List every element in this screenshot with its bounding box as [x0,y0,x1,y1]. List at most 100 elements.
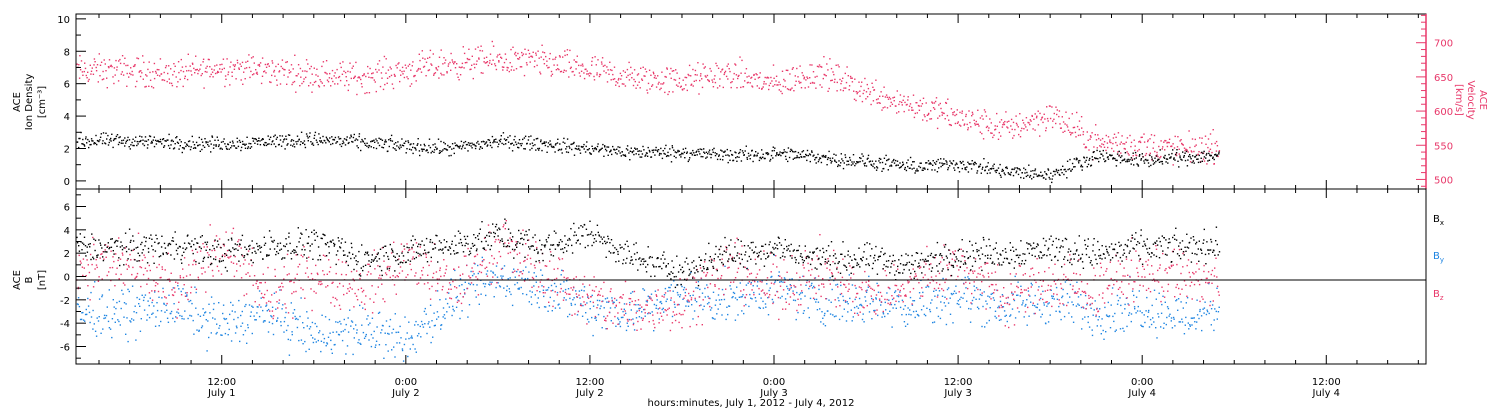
density-point [204,138,206,140]
by-point [1027,290,1030,292]
density-point [372,140,374,142]
bz-point [136,272,139,275]
density-point [1147,162,1150,164]
velocity-point [918,109,921,111]
velocity-point [450,69,452,71]
density-point [217,139,219,141]
density-point [1007,172,1009,174]
density-point [243,143,245,145]
by-point [1216,287,1218,289]
bz-point [297,266,299,268]
density-point [1110,155,1112,157]
velocity-point [463,52,466,55]
velocity-point [994,128,997,130]
velocity-point [112,76,114,78]
bz-point [182,276,185,279]
by-point [877,314,879,317]
density-point [423,148,425,151]
by-point [1036,306,1038,309]
density-point [837,165,839,168]
by-point [599,307,601,310]
by-point [1069,283,1072,286]
velocity-point [310,65,312,68]
velocity-point [334,72,336,74]
density-point [309,132,311,134]
velocity-point [466,61,468,64]
by-point [172,317,174,320]
density-point [391,140,394,142]
by-point [632,322,635,325]
density-point [249,147,251,149]
by-point [287,324,289,327]
bz-point [336,286,339,288]
by-point [647,295,649,297]
density-point [1140,159,1142,161]
velocity-point [453,63,455,65]
density-point [368,145,371,147]
by-point [933,321,936,323]
density-point [735,157,737,159]
by-point [1071,301,1073,303]
by-point [1191,324,1193,326]
density-point [467,142,470,144]
velocity-point [400,74,402,76]
by-point [175,316,177,318]
by-point [311,321,314,324]
by-point [90,291,92,294]
velocity-point [853,98,856,100]
by-point [651,311,653,313]
density-point [308,135,311,138]
by-point [224,332,227,335]
by-point [136,296,138,299]
density-point [364,144,367,146]
by-point [774,280,777,282]
density-axis-label-line-1: ACE [12,92,23,112]
bz-point [302,288,304,291]
by-point [323,341,325,344]
density-point [831,160,833,163]
density-point [268,143,270,145]
density-point [1135,157,1137,159]
bz-point [416,283,418,285]
density-point [935,160,938,163]
velocity-point [267,63,269,65]
by-point [968,307,970,310]
by-point [884,315,886,318]
density-point [373,147,375,149]
velocity-point [685,76,688,79]
velocity-point [692,85,694,87]
velocity-point [1143,133,1145,135]
bz-point [168,278,170,280]
density-point [517,146,519,149]
velocity-point [929,118,931,120]
by-point [108,289,110,291]
by-point [935,289,937,291]
by-point [482,282,485,285]
velocity-point [177,61,180,63]
by-point [933,290,935,292]
density-point [179,139,181,141]
velocity-point [517,52,519,55]
by-point [1205,313,1208,316]
by-point [1076,281,1078,283]
density-point [973,164,975,166]
velocity-point [239,63,241,65]
density-point [1077,160,1080,162]
velocity-point [924,115,926,118]
by-point [949,297,951,299]
by-point [1071,316,1073,318]
by-point [1018,311,1020,313]
velocity-point [581,63,584,65]
bz-point [360,301,363,303]
velocity-point [299,85,301,87]
velocity-point [459,74,462,76]
density-point [732,159,735,162]
bz-point [510,240,513,242]
density-point [1123,159,1125,161]
by-point [660,302,663,305]
velocity-point [848,89,850,91]
velocity-point [785,69,788,71]
density-point [513,144,515,146]
velocity-point [1015,122,1018,125]
density-point [1164,154,1166,157]
